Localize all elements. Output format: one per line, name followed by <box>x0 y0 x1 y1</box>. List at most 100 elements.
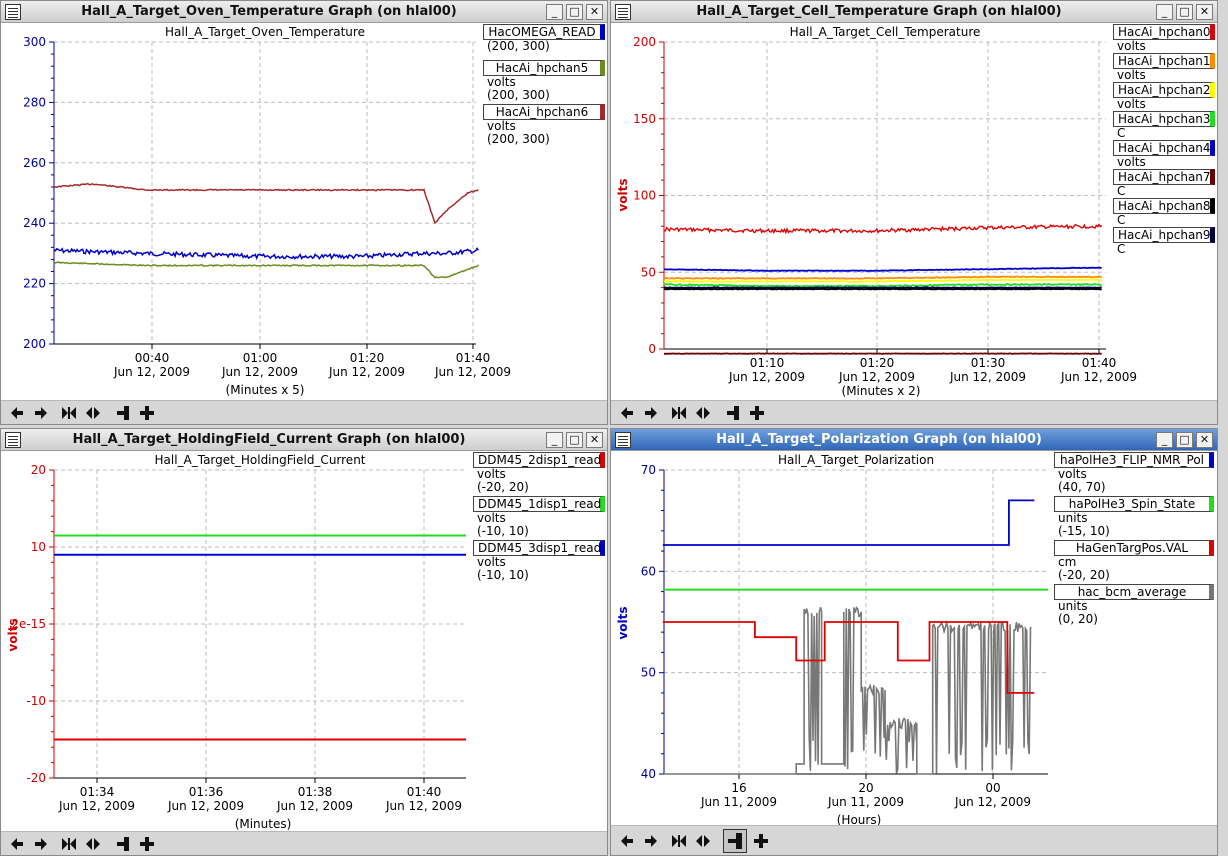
minimize-button[interactable]: _ <box>546 4 563 20</box>
legend-entry[interactable]: HacAi_hpchan1 volts <box>1113 53 1215 82</box>
legend-entry[interactable]: haPolHe3_FLIP_NMR_Pol volts (40, 70) <box>1054 452 1214 494</box>
legend-entry[interactable]: HaGenTargPos.VAL cm (-20, 20) <box>1054 540 1214 582</box>
legend-entry[interactable]: HacAi_hpchan3 C <box>1113 111 1215 140</box>
scroll-left-button[interactable] <box>7 403 27 423</box>
legend-entry[interactable]: HacAi_hpchan2 volts <box>1113 82 1215 111</box>
zoom-out-time-button[interactable] <box>693 403 713 423</box>
legend-unit: volts <box>1058 467 1087 481</box>
add-channel-button[interactable] <box>137 403 157 423</box>
close-button[interactable]: ✕ <box>1196 432 1213 448</box>
maximize-button[interactable]: □ <box>1176 432 1193 448</box>
zoom-in-time-button[interactable] <box>669 403 689 423</box>
holding-legend: DDM45_2disp1_read volts (-20, 20) DDM45_1d… <box>473 452 605 582</box>
scroll-right-button[interactable] <box>641 403 661 423</box>
legend-entry[interactable]: HacAi_hpchan6 volts (200, 300) <box>483 104 605 146</box>
legend-entry[interactable]: haPolHe3_Spin_State units (-15, 10) <box>1054 496 1214 538</box>
legend-label[interactable]: DDM45_3disp1_read <box>473 540 605 556</box>
zoom-out-time-button[interactable] <box>83 834 103 854</box>
window-menu-icon[interactable] <box>5 4 21 20</box>
legend-entry[interactable]: HacAi_hpchan4 volts <box>1113 140 1215 169</box>
close-button[interactable]: ✕ <box>1196 4 1213 20</box>
minimize-button[interactable]: _ <box>546 432 563 448</box>
maximize-button[interactable]: □ <box>1176 4 1193 20</box>
legend-entry[interactable]: HacAi_hpchan9 C <box>1113 227 1215 256</box>
legend-unit: volts <box>477 511 506 525</box>
oven-plot-area[interactable]: Hall_A_Target_Oven_Temperature 300 280 260 2… <box>1 23 607 401</box>
legend-entry[interactable]: hac_bcm_average units (0, 20) <box>1054 584 1214 626</box>
legend-label[interactable]: HacOMEGA_READ <box>483 24 605 40</box>
scroll-right-button[interactable] <box>31 403 51 423</box>
oven-window-titlebar[interactable]: Hall_A_Target_Oven_Temperature Graph (on… <box>1 1 607 23</box>
y-axis-label: volts <box>616 178 630 211</box>
y-tick-label: 70 <box>641 463 656 477</box>
x-tick-time: 01:36 <box>189 785 224 799</box>
legend-label[interactable]: haPolHe3_Spin_State <box>1054 496 1214 512</box>
legend-label[interactable]: haPolHe3_FLIP_NMR_Pol <box>1054 452 1214 468</box>
scroll-left-button[interactable] <box>617 831 637 851</box>
zoom-in-time-button[interactable] <box>669 831 689 851</box>
legend-label[interactable]: HacAi_hpchan8 <box>1113 198 1215 214</box>
legend-label[interactable]: HacAi_hpchan7 <box>1113 169 1215 185</box>
legend-range: (-20, 20) <box>477 480 529 494</box>
legend-entry[interactable]: HacAi_hpchan8 C <box>1113 198 1215 227</box>
legend-entry[interactable]: DDM45_3disp1_read volts (-10, 10) <box>473 540 605 582</box>
zoom-out-time-button[interactable] <box>83 403 103 423</box>
legend-entry[interactable]: HacAi_hpchan5 volts (200, 300) <box>483 60 605 102</box>
legend-range: (0, 20) <box>1058 612 1098 626</box>
minimize-button[interactable]: _ <box>1156 432 1173 448</box>
holding-window-titlebar[interactable]: Hall_A_Target_HoldingField_Current Graph… <box>1 429 607 451</box>
maximize-button[interactable]: □ <box>566 4 583 20</box>
jump-to-end-button[interactable] <box>113 403 133 423</box>
close-button[interactable]: ✕ <box>586 4 603 20</box>
legend-label[interactable]: hac_bcm_average <box>1054 584 1214 600</box>
scroll-right-button[interactable] <box>641 831 661 851</box>
compress-time-icon <box>86 407 100 419</box>
legend-entry[interactable]: DDM45_1disp1_read volts (-10, 10) <box>473 496 605 538</box>
series-line-HacAi_hpchan9 <box>663 286 1102 289</box>
legend-entry[interactable]: HacOMEGA_READ (200, 300) <box>483 24 605 53</box>
close-button[interactable]: ✕ <box>586 432 603 448</box>
x-tick-date: Jun 12, 2009 <box>113 365 190 379</box>
legend-label[interactable]: DDM45_2disp1_read <box>473 452 605 468</box>
add-channel-button[interactable] <box>747 403 767 423</box>
legend-label[interactable]: HacAi_hpchan6 <box>483 104 605 120</box>
maximize-button[interactable]: □ <box>566 432 583 448</box>
legend-entry[interactable]: DDM45_2disp1_read volts (-20, 20) <box>473 452 605 494</box>
legend-label[interactable]: HacAi_hpchan2 <box>1113 82 1215 98</box>
jump-to-end-button[interactable] <box>723 829 747 853</box>
x-tick-date: Jun 12, 2009 <box>434 365 511 379</box>
zoom-in-time-button[interactable] <box>59 834 79 854</box>
legend-label[interactable]: HacAi_hpchan4 <box>1113 140 1215 156</box>
add-channel-button[interactable] <box>751 831 771 851</box>
y-tick-label: 2e-15 <box>11 617 46 631</box>
holding-plot-area[interactable]: Hall_A_Target_HoldingField_Current 20 10 2e… <box>1 451 607 832</box>
minimize-button[interactable]: _ <box>1156 4 1173 20</box>
window-menu-icon[interactable] <box>615 4 631 20</box>
jump-to-end-button[interactable] <box>723 403 743 423</box>
y-axis-label: volts <box>6 618 20 651</box>
scroll-left-button[interactable] <box>7 834 27 854</box>
legend-label[interactable]: HaGenTargPos.VAL <box>1054 540 1214 556</box>
scroll-right-button[interactable] <box>31 834 51 854</box>
y-tick-label: 60 <box>641 564 656 578</box>
legend-label[interactable]: HacAi_hpchan0 <box>1113 24 1215 40</box>
window-menu-icon[interactable] <box>615 432 631 448</box>
jump-to-end-button[interactable] <box>113 834 133 854</box>
add-channel-button[interactable] <box>137 834 157 854</box>
legend-label[interactable]: HacAi_hpchan5 <box>483 60 605 76</box>
legend-label[interactable]: DDM45_1disp1_read <box>473 496 605 512</box>
legend-label[interactable]: HacAi_hpchan1 <box>1113 53 1215 69</box>
polarization-plot-area[interactable]: Hall_A_Target_Polarization 70 60 50 40 16 Jun … <box>611 451 1217 826</box>
zoom-in-time-button[interactable] <box>59 403 79 423</box>
legend-label[interactable]: HacAi_hpchan9 <box>1113 227 1215 243</box>
scroll-left-button[interactable] <box>617 403 637 423</box>
polarization-window-titlebar[interactable]: Hall_A_Target_Polarization Graph (on hla… <box>611 429 1217 451</box>
window-menu-icon[interactable] <box>5 432 21 448</box>
x-tick-date: Jun 12, 2009 <box>954 795 1031 809</box>
legend-entry[interactable]: HacAi_hpchan7 C <box>1113 169 1215 198</box>
legend-label[interactable]: HacAi_hpchan3 <box>1113 111 1215 127</box>
cell-window-titlebar[interactable]: Hall_A_Target_Cell_Temperature Graph (on… <box>611 1 1217 23</box>
cell-toolbar <box>611 400 1217 424</box>
zoom-out-time-button[interactable] <box>693 831 713 851</box>
legend-entry[interactable]: HacAi_hpchan0 volts <box>1113 24 1215 53</box>
